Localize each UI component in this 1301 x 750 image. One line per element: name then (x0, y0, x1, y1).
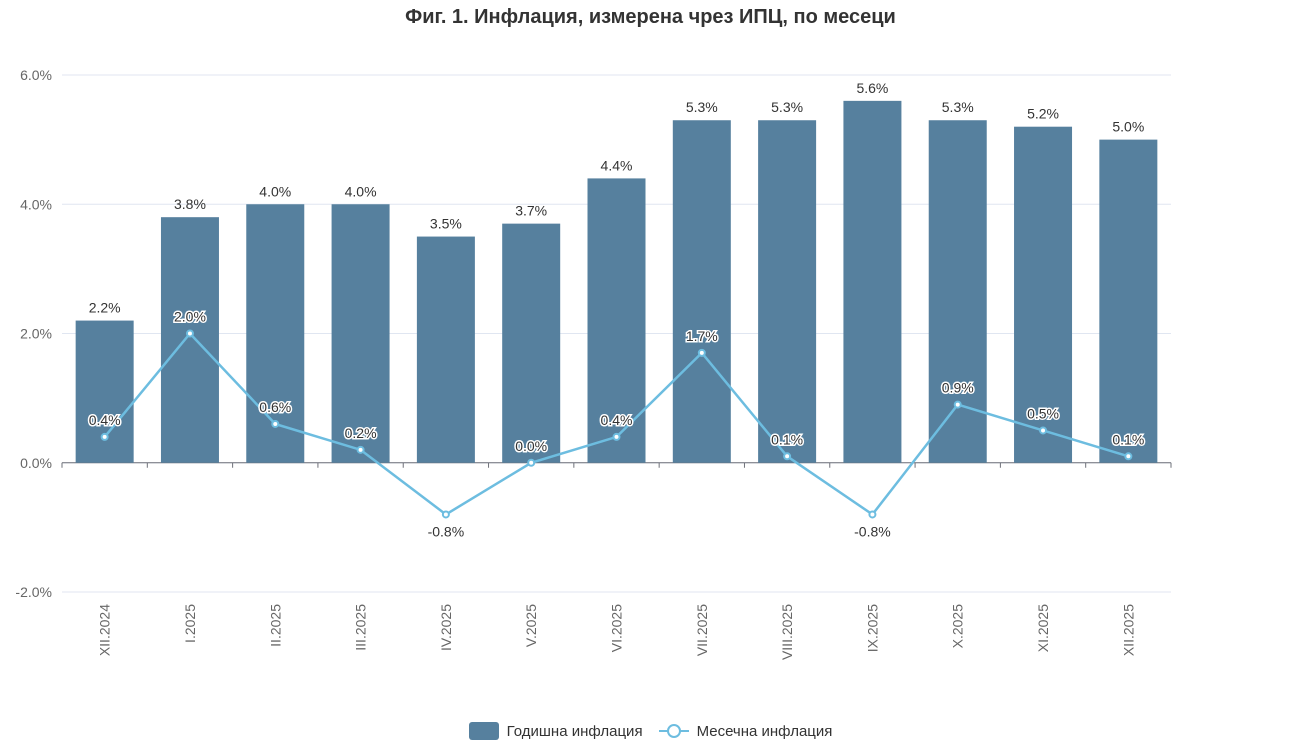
line-point (271, 419, 280, 428)
y-tick-label: 4.0% (20, 196, 52, 212)
legend-item-annual[interactable]: Годишна инфлация (468, 722, 643, 740)
line-point (441, 510, 450, 519)
x-tick-label: IV.2025 (438, 604, 454, 651)
x-tick-label: X.2025 (950, 604, 966, 649)
bar-data-label: 5.3% (771, 99, 803, 115)
bar (160, 217, 219, 463)
bar (416, 236, 475, 463)
line-point (953, 400, 962, 409)
line-point (783, 452, 792, 461)
line-point (1124, 452, 1133, 461)
bar (1014, 126, 1073, 463)
bar-data-label: 4.4% (601, 157, 633, 173)
bar (331, 204, 390, 463)
line-point (868, 510, 877, 519)
x-tick-label: XI.2025 (1035, 604, 1051, 652)
bar (75, 320, 134, 463)
bar (587, 178, 646, 463)
line-data-label: 0.5% (1027, 405, 1059, 421)
line-data-label: 0.4% (601, 412, 633, 428)
bar-data-label: 5.3% (942, 99, 974, 115)
chart-svg: -2.0% 0.0% 2.0% 4.0% 6.0% 2.2% 3.8% 4.0% 4.0% 3.5… (15, 67, 1172, 660)
line-data-label: 0.0% (515, 438, 547, 454)
y-tick-label: -2.0% (15, 584, 52, 600)
legend-item-monthly[interactable]: Месечна инфлация (658, 722, 833, 740)
bar-data-label: 5.6% (856, 80, 888, 96)
line-data-label: -0.8% (428, 523, 465, 539)
bar (758, 120, 817, 463)
bar (502, 223, 561, 463)
x-tick-label: V.2025 (523, 604, 539, 647)
legend-bar-swatch (468, 722, 499, 740)
bar (1099, 139, 1158, 463)
x-tick-label: IX.2025 (864, 604, 880, 652)
bar-data-label: 4.0% (345, 183, 377, 199)
bar (843, 100, 902, 463)
chart-title: Фиг. 1. Инфлация, измерена чрез ИПЦ, по … (405, 6, 896, 28)
line-point (185, 329, 194, 338)
line-data-label: 0.1% (771, 431, 803, 447)
line-point (612, 432, 621, 441)
line-point (356, 445, 365, 454)
line-data-label: -0.8% (854, 523, 891, 539)
line-data-label: 0.4% (89, 412, 121, 428)
line-point (697, 348, 706, 357)
y-tick-label: 2.0% (20, 326, 52, 342)
line-data-label: 0.6% (259, 399, 291, 415)
bar-data-label: 5.3% (686, 99, 718, 115)
line-data-label: 1.7% (686, 328, 718, 344)
x-tick-label: II.2025 (267, 604, 283, 647)
x-tick-label: I.2025 (182, 604, 198, 643)
x-tick-label: VI.2025 (609, 604, 625, 652)
x-tick-label: III.2025 (353, 604, 369, 651)
line-data-label: 0.9% (942, 380, 974, 396)
line-data-label: 2.0% (174, 309, 206, 325)
bar-data-label: 4.0% (259, 183, 291, 199)
line-data-label: 0.2% (345, 425, 377, 441)
x-tick-label: VII.2025 (694, 604, 710, 656)
bar-data-label: 5.0% (1112, 119, 1144, 135)
bar-data-label: 2.2% (89, 300, 121, 316)
line-point (1039, 426, 1048, 435)
bar-data-label: 3.7% (515, 203, 547, 219)
y-tick-label: 6.0% (20, 67, 52, 83)
line-data-label: 0.1% (1112, 431, 1144, 447)
bar-data-label: 3.8% (174, 196, 206, 212)
chart-legend: Годишна инфлация Месечна инфлация (0, 722, 1301, 740)
line-point (527, 458, 536, 467)
bar (246, 204, 305, 463)
bar (672, 120, 731, 463)
legend-line-swatch (658, 724, 689, 738)
x-tick-label: XII.2024 (97, 604, 113, 656)
x-tick-label: VIII.2025 (779, 604, 795, 660)
legend-label-annual: Годишна инфлация (506, 722, 643, 740)
bar-data-label: 5.2% (1027, 106, 1059, 122)
x-tick-label: XII.2025 (1120, 604, 1136, 656)
bar-data-label: 3.5% (430, 216, 462, 232)
y-tick-label: 0.0% (20, 455, 52, 471)
line-point (100, 432, 109, 441)
legend-label-monthly: Месечна инфлация (696, 722, 833, 740)
